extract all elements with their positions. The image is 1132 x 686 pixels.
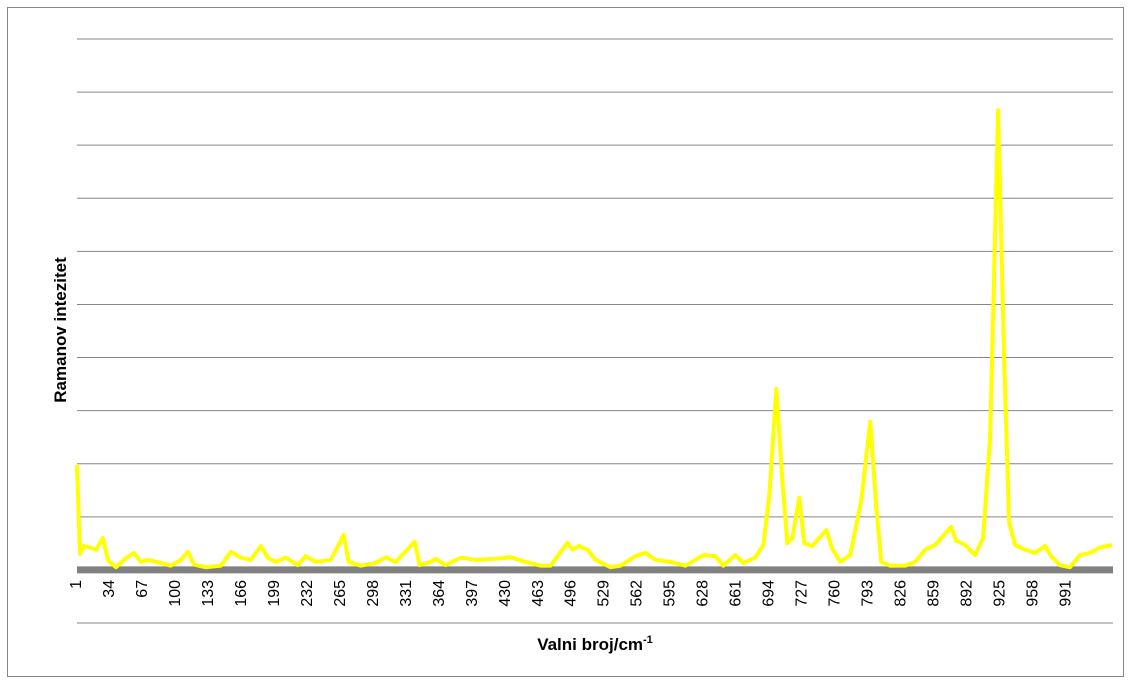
x-tick-label: 364: [431, 580, 448, 607]
series-line: [75, 108, 1113, 570]
x-tick-label: 628: [695, 580, 712, 607]
x-tick-label: 331: [398, 580, 415, 607]
x-tick-label: 265: [332, 580, 349, 607]
x-tick-label: 232: [299, 580, 316, 607]
x-tick-label: 793: [859, 580, 876, 607]
x-tick-label: 595: [662, 580, 679, 607]
chart-border: [7, 7, 1124, 677]
x-tick-label: 298: [365, 580, 382, 607]
x-axis-title-text: Valni broj/cm: [537, 635, 643, 654]
x-tick-label: 925: [991, 580, 1008, 607]
x-tick-label: 199: [266, 580, 283, 607]
x-tick-label: 1: [68, 580, 85, 589]
y-axis-title: Ramanov intezitet: [51, 257, 70, 403]
x-tick-label: 727: [794, 580, 811, 607]
x-tick-label: 100: [167, 580, 184, 607]
x-tick-label: 496: [563, 580, 580, 607]
x-tick-label: 67: [134, 580, 151, 598]
x-tick-label: 859: [925, 580, 942, 607]
x-tick-label: 529: [596, 580, 613, 607]
x-tick-label: 958: [1024, 580, 1041, 607]
x-tick-label: 892: [958, 580, 975, 607]
x-tick-label: 133: [200, 580, 217, 607]
x-tick-label: 166: [233, 580, 250, 607]
x-tick-label: 760: [826, 580, 843, 607]
x-tick-label: 34: [101, 580, 118, 598]
x-tick-label: 463: [530, 580, 547, 607]
x-tick-label: 991: [1057, 580, 1074, 607]
x-tick-label: 826: [892, 580, 909, 607]
x-tick-label: 562: [629, 580, 646, 607]
x-axis-title-sup: -1: [643, 634, 653, 646]
x-tick-label: 430: [497, 580, 514, 607]
x-axis-title: Valni broj/cm-1: [537, 634, 653, 654]
x-tick-label: 694: [761, 580, 778, 607]
x-tick-label: 397: [464, 580, 481, 607]
x-tick-label: 661: [728, 580, 745, 607]
